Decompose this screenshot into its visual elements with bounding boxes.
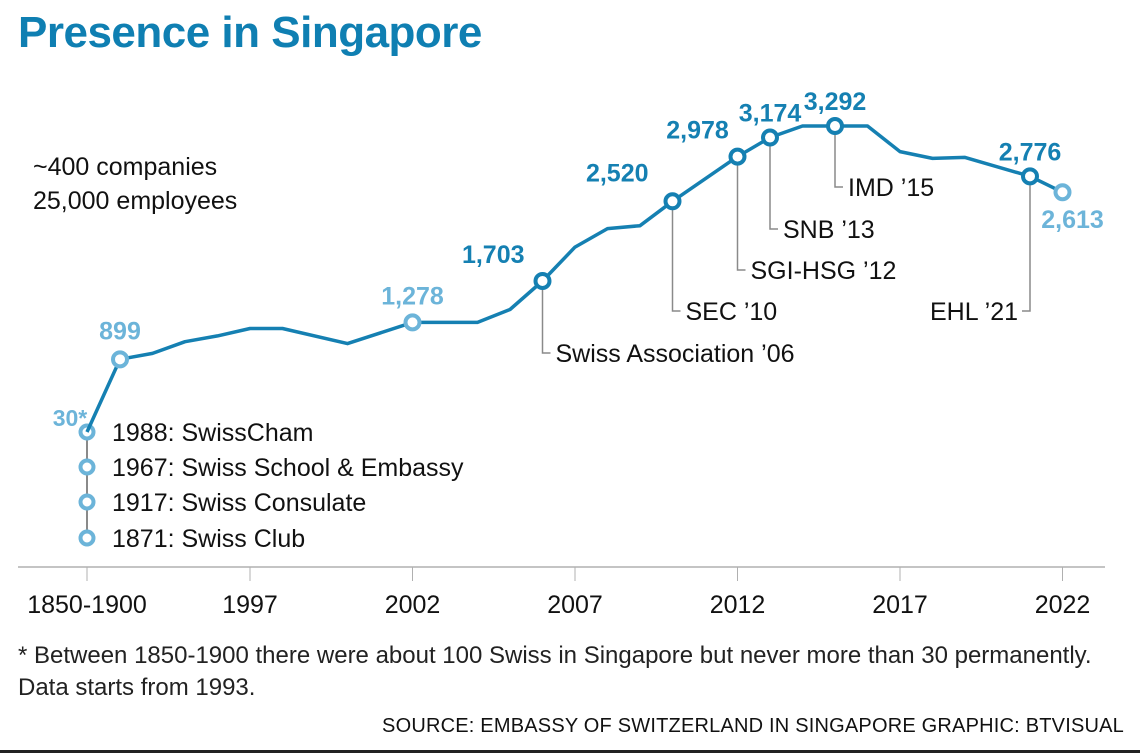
annotation-label: EHL ’21 <box>930 298 1018 326</box>
data-point-label: 1,703 <box>462 241 525 269</box>
annotation-leader <box>1022 176 1031 312</box>
source-credit: SOURCE: EMBASSY OF SWITZERLAND IN SINGAP… <box>382 715 1124 737</box>
x-tick-label: 2007 <box>547 591 603 619</box>
data-point-marker <box>111 350 129 369</box>
data-point-label: 899 <box>99 317 141 345</box>
data-point-marker <box>826 117 844 136</box>
milestone-label: 1871: Swiss Club <box>112 525 305 553</box>
annotation-label: Swiss Association ’06 <box>556 340 795 368</box>
x-tick-label: 2017 <box>872 591 928 619</box>
milestone-label: 1988: SwissCham <box>112 419 313 447</box>
footnote: * Between 1850-1900 there were about 100… <box>18 642 1092 701</box>
milestone-marker <box>78 529 96 547</box>
data-point-label: 2,613 <box>1041 206 1104 234</box>
annotation-label: SNB ’13 <box>783 216 875 244</box>
data-point-label: 3,174 <box>739 100 802 128</box>
annotation-label: SGI-HSG ’12 <box>751 257 897 285</box>
data-point-label: 2,978 <box>666 117 729 145</box>
series-line <box>85 124 1064 433</box>
x-tick-label: 2012 <box>710 591 766 619</box>
data-point-label: 1,278 <box>381 282 444 310</box>
x-tick-label: 1850-1900 <box>27 591 147 619</box>
data-point-marker <box>403 313 422 332</box>
annotation-leader <box>671 201 681 312</box>
annotation-label: SEC ’10 <box>686 298 778 326</box>
data-point-marker <box>1053 183 1072 202</box>
summary-stats: ~400 companies 25,000 employees <box>33 150 237 218</box>
milestone-label: 1967: Swiss School & Embassy <box>112 454 464 482</box>
data-point-marker <box>533 271 552 290</box>
data-point-marker <box>728 147 747 166</box>
x-tick-label: 2002 <box>385 591 441 619</box>
annotation-leader <box>541 280 551 354</box>
data-point-label: 2,520 <box>586 159 649 187</box>
milestone-marker <box>78 493 96 511</box>
x-tick-label: 1997 <box>222 591 278 619</box>
data-point-marker <box>1021 167 1039 186</box>
annotation-leader <box>834 126 843 188</box>
employees-count: 25,000 employees <box>33 187 238 215</box>
x-tick-label: 2022 <box>1035 591 1091 619</box>
data-point-marker <box>761 128 779 147</box>
annotation-leader <box>769 137 778 230</box>
companies-count: ~400 companies <box>33 153 218 181</box>
milestone-label: 1917: Swiss Consulate <box>112 489 366 517</box>
bottom-rule <box>0 750 1140 753</box>
data-point-marker <box>663 192 682 211</box>
data-point-label: 2,776 <box>999 138 1062 166</box>
data-point-label: 3,292 <box>804 88 867 116</box>
milestone-marker <box>78 458 96 476</box>
early-point-label: 30* <box>53 405 88 431</box>
annotation-label: IMD ’15 <box>848 174 934 202</box>
chart-title: Presence in Singapore <box>18 8 482 57</box>
annotation-leader <box>736 156 746 271</box>
